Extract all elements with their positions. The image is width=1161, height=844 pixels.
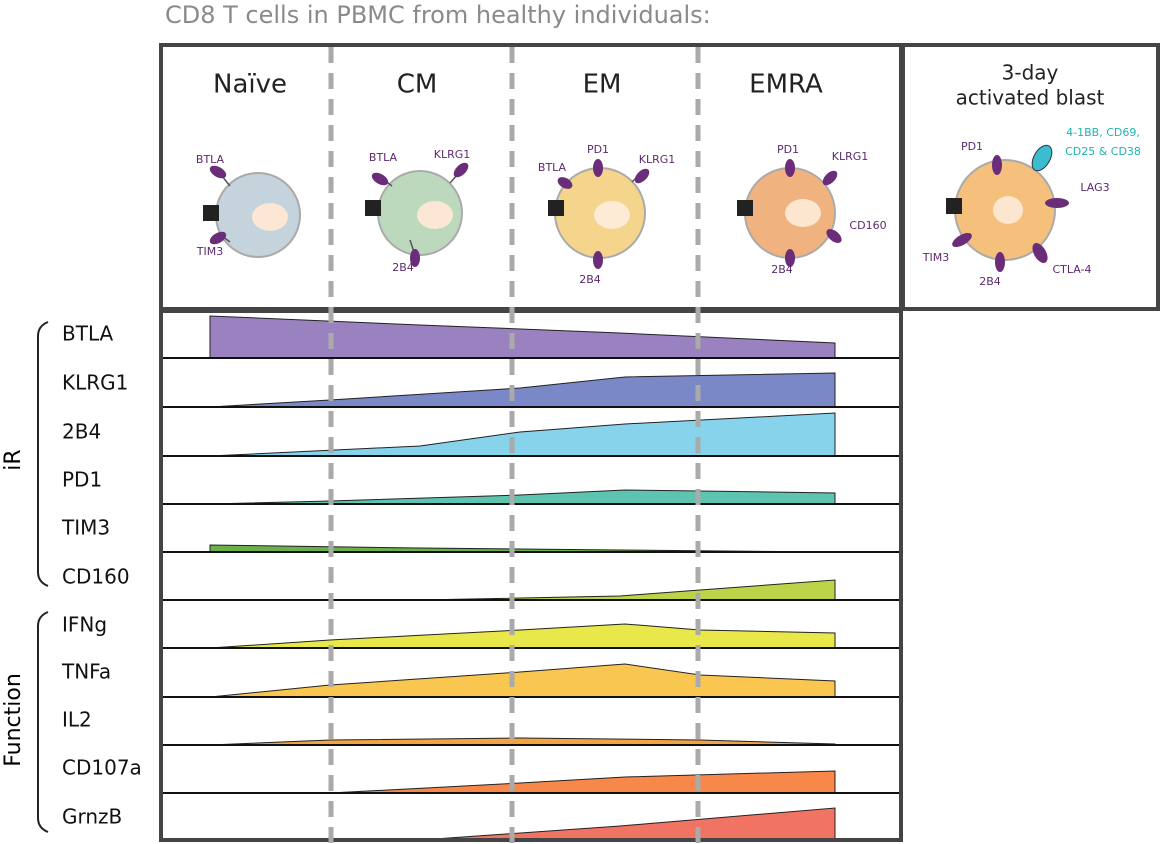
row-label: TNFa [61, 660, 111, 684]
marker: 4-1BB, CD69, [1066, 126, 1140, 139]
marker: CD25 & CD38 [1065, 145, 1141, 158]
marker: 2B4 [771, 263, 793, 276]
row-label: IFNg [62, 613, 107, 637]
cells [203, 144, 1069, 272]
marker: BTLA [196, 153, 225, 166]
row-label: PD1 [62, 468, 102, 492]
marker: BTLA [369, 151, 398, 164]
marker: KLRG1 [639, 153, 676, 166]
profile [209, 412, 836, 457]
row-label: CD107a [62, 756, 142, 780]
marker: LAG3 [1080, 181, 1109, 194]
marker: TIM3 [922, 251, 949, 264]
blast-title: 3-day [1002, 61, 1059, 85]
row-label: GrnzB [62, 805, 122, 829]
marker: KLRG1 [832, 150, 869, 163]
profile [209, 315, 836, 359]
marker: PD1 [587, 143, 609, 156]
profile [329, 770, 836, 794]
profile [209, 737, 836, 746]
marker: CD160 [849, 219, 886, 232]
profile [209, 623, 836, 649]
stage-label: EM [583, 70, 622, 100]
separators [328, 47, 701, 844]
blast-box [901, 43, 1160, 311]
row-label: 2B4 [62, 420, 101, 444]
marker: PD1 [961, 140, 983, 153]
group-label: iR [1, 449, 26, 470]
profile [419, 807, 836, 841]
bracket [37, 611, 49, 833]
profile-box [159, 309, 903, 842]
profile [209, 544, 836, 553]
marker: TIM3 [196, 245, 223, 258]
profile [209, 489, 836, 505]
row-label: BTLA [62, 322, 114, 346]
profile [209, 372, 836, 408]
row-label: KLRG1 [62, 371, 128, 395]
marker: KLRG1 [434, 148, 471, 161]
stage-label: Naïve [213, 70, 287, 100]
marker: BTLA [538, 161, 567, 174]
blast-title: activated blast [956, 86, 1105, 110]
marker: 2B4 [392, 261, 414, 274]
marker: 2B4 [579, 273, 601, 286]
row-label: IL2 [62, 708, 92, 732]
marker: PD1 [777, 143, 799, 156]
bracket [37, 321, 49, 587]
profiles [209, 315, 836, 841]
marker: CTLA-4 [1052, 263, 1091, 276]
row-label: CD160 [62, 565, 130, 589]
profile [209, 663, 836, 698]
title: CD8 T cells in PBMC from healthy individ… [165, 1, 711, 29]
stage-label: CM [397, 70, 438, 100]
marker: 2B4 [979, 275, 1001, 288]
row-label: TIM3 [61, 516, 110, 540]
group-label: Function [1, 673, 26, 767]
stage-label: EMRA [749, 70, 823, 100]
profile [419, 579, 836, 601]
